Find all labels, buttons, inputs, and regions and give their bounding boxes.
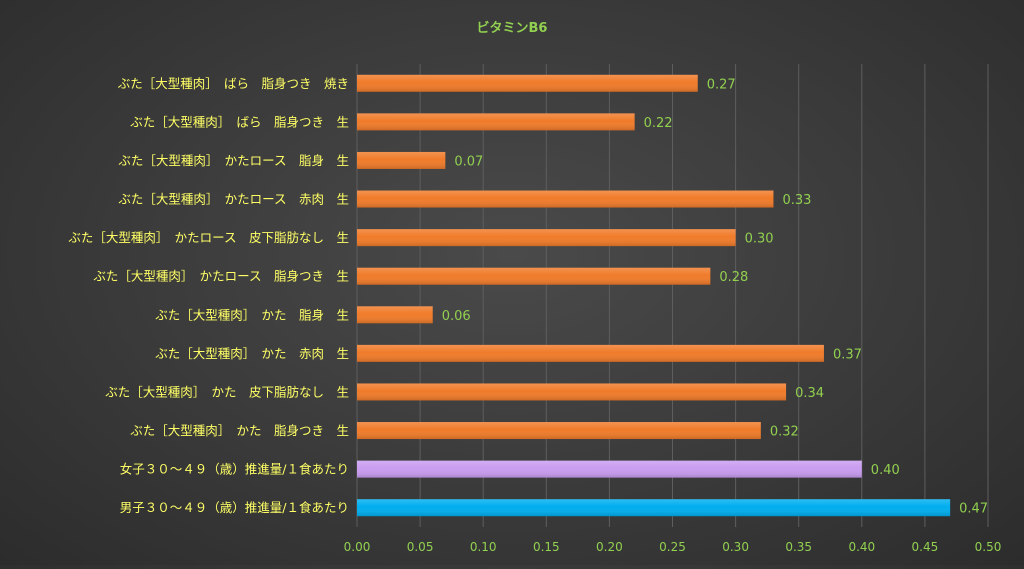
labels: 0.00 0.05 0.10 0.15 0.20 0.25 0.30 0.35 0.40 0.45… [68,76,1001,554]
value-label: 0.22 [644,116,673,131]
category-label: ぶた［大型種肉］ ばら 脂身つき 焼き [118,76,349,91]
value-label: 0.47 [959,502,988,517]
bar-shading [357,306,433,324]
bar-shading [357,422,761,440]
bar-shading [357,344,824,362]
category-label: ぶた［大型種肉］ かた 皮下脂肪なし 生 [105,384,349,399]
x-tick-label: 0.45 [912,540,939,554]
x-tick-label: 0.35 [785,540,812,554]
value-label: 0.34 [795,386,824,401]
gridlines [356,64,989,527]
x-tick-label: 0.25 [659,540,686,554]
bar-shading [357,113,635,131]
bar-shading [357,460,862,478]
category-label: ぶた［大型種肉］ かた 脂身 生 [155,307,349,322]
x-tick-label: 0.15 [533,540,560,554]
x-tick-label: 0.40 [848,540,875,554]
value-label: 0.27 [707,77,736,92]
x-tick-label: 0.50 [975,540,1002,554]
chart-title: ビタミンB6 [477,20,548,36]
x-tick-label: 0.05 [407,540,434,554]
category-label: ぶた［大型種肉］ かた 赤肉 生 [155,346,349,361]
x-tick-label: 0.30 [722,540,749,554]
x-tick-label: 0.00 [344,540,371,554]
category-label: ぶた［大型種肉］ かたロース 赤肉 生 [118,192,349,207]
value-label: 0.07 [454,154,483,169]
category-label: ぶた［大型種肉］ かたロース 脂身つき 生 [93,269,349,284]
category-label: ぶた［大型種肉］ かたロース 脂身 生 [118,153,349,168]
bar-shading [357,151,446,169]
category-label: 女子３０～４９（歳）推進量/１食あたり [120,462,349,477]
value-label: 0.32 [770,425,799,440]
category-label: ぶた［大型種肉］ かた 脂身つき 生 [130,423,349,438]
bars [357,74,951,517]
value-label: 0.40 [871,463,900,478]
value-label: 0.06 [442,309,471,324]
category-label: 男子３０～４９（歳）推進量/１食あたり [120,500,349,515]
bar-shading [357,383,787,401]
value-label: 0.33 [782,193,811,208]
x-tick-label: 0.10 [470,540,497,554]
bar-shading [357,499,951,517]
value-label: 0.30 [745,232,774,247]
bar-shading [357,190,774,208]
category-label: ぶた［大型種肉］ ばら 脂身つき 生 [130,114,349,129]
x-tick-label: 0.20 [596,540,623,554]
value-label: 0.28 [719,270,748,285]
value-label: 0.37 [833,347,862,362]
bar-shading [357,229,736,247]
bar-shading [357,267,711,285]
bar-shading [357,74,698,92]
category-label: ぶた［大型種肉］ かたロース 皮下脂肪なし 生 [68,230,349,245]
